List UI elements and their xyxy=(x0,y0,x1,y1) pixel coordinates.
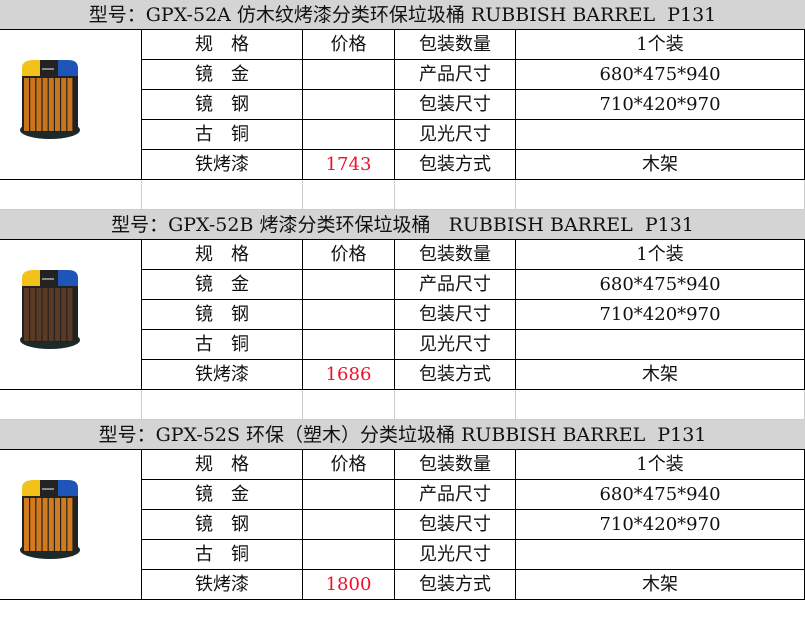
table-cell: 1743 xyxy=(303,150,395,180)
table-cell: 木架 xyxy=(516,360,805,390)
table-cell xyxy=(303,60,395,90)
table-cell: 铁烤漆 xyxy=(142,360,303,390)
product-title: 型号：GPX-52S 环保（塑木）分类垃圾桶 RUBBISH BARREL P1… xyxy=(0,420,805,450)
table-cell: 710*420*970 xyxy=(516,300,805,330)
table-cell: 铁烤漆 xyxy=(142,570,303,600)
table-cell: 见光尺寸 xyxy=(395,120,516,150)
table-cell xyxy=(303,540,395,570)
table-cell: 古 铜 xyxy=(142,120,303,150)
table-cell xyxy=(303,90,395,120)
table-cell: 680*475*940 xyxy=(516,270,805,300)
table-cell: 见光尺寸 xyxy=(395,540,516,570)
table-cell: 包装尺寸 xyxy=(395,510,516,540)
table-cell: 古 铜 xyxy=(142,540,303,570)
product-image xyxy=(0,30,142,180)
table-cell xyxy=(303,120,395,150)
table-cell: 包装方式 xyxy=(395,570,516,600)
product-section: 型号：GPX-52B 烤漆分类环保垃圾桶 RUBBISH BARREL P131… xyxy=(0,210,805,420)
empty-cell xyxy=(395,390,516,420)
table-cell xyxy=(303,270,395,300)
empty-cell xyxy=(142,390,303,420)
empty-cell xyxy=(516,180,805,210)
table-cell: 产品尺寸 xyxy=(395,60,516,90)
empty-cell xyxy=(0,180,142,210)
table-cell: 木架 xyxy=(516,570,805,600)
table-cell: 规 格 xyxy=(142,240,303,270)
table-cell: 包装数量 xyxy=(395,30,516,60)
table-cell: 包装方式 xyxy=(395,360,516,390)
product-section: 型号：GPX-52S 环保（塑木）分类垃圾桶 RUBBISH BARREL P1… xyxy=(0,420,805,630)
empty-cell xyxy=(0,390,142,420)
table-cell: 铁烤漆 xyxy=(142,150,303,180)
table-cell xyxy=(303,330,395,360)
empty-cell xyxy=(303,390,395,420)
table-cell xyxy=(303,300,395,330)
table-cell: 镜 钢 xyxy=(142,510,303,540)
table-cell: 见光尺寸 xyxy=(395,330,516,360)
table-cell xyxy=(516,120,805,150)
empty-cell xyxy=(395,180,516,210)
product-title: 型号：GPX-52A 仿木纹烤漆分类环保垃圾桶 RUBBISH BARREL P… xyxy=(0,0,805,30)
table-cell: 镜 金 xyxy=(142,60,303,90)
table-cell: 710*420*970 xyxy=(516,90,805,120)
table-cell: 木架 xyxy=(516,150,805,180)
product-image xyxy=(0,450,142,600)
empty-cell xyxy=(142,180,303,210)
table-cell: 包装数量 xyxy=(395,450,516,480)
table-cell: 包装尺寸 xyxy=(395,90,516,120)
empty-cell xyxy=(516,390,805,420)
table-cell: 规 格 xyxy=(142,30,303,60)
table-cell: 包装方式 xyxy=(395,150,516,180)
table-cell: 产品尺寸 xyxy=(395,480,516,510)
table-cell: 1个装 xyxy=(516,450,805,480)
table-cell: 规 格 xyxy=(142,450,303,480)
product-title: 型号：GPX-52B 烤漆分类环保垃圾桶 RUBBISH BARREL P131 xyxy=(0,210,805,240)
table-cell: 产品尺寸 xyxy=(395,270,516,300)
table-cell: 古 铜 xyxy=(142,330,303,360)
table-cell: 镜 钢 xyxy=(142,300,303,330)
table-cell xyxy=(303,510,395,540)
table-cell: 1686 xyxy=(303,360,395,390)
table-cell: 680*475*940 xyxy=(516,480,805,510)
table-cell: 价格 xyxy=(303,240,395,270)
table-cell: 价格 xyxy=(303,450,395,480)
table-cell: 镜 金 xyxy=(142,270,303,300)
table-cell: 1800 xyxy=(303,570,395,600)
table-cell: 710*420*970 xyxy=(516,510,805,540)
table-cell: 包装数量 xyxy=(395,240,516,270)
empty-cell xyxy=(303,180,395,210)
table-cell xyxy=(303,480,395,510)
table-cell: 镜 钢 xyxy=(142,90,303,120)
table-cell: 1个装 xyxy=(516,240,805,270)
table-cell: 包装尺寸 xyxy=(395,300,516,330)
table-cell xyxy=(516,330,805,360)
table-cell: 镜 金 xyxy=(142,480,303,510)
product-image xyxy=(0,240,142,390)
table-cell: 1个装 xyxy=(516,30,805,60)
table-cell xyxy=(516,540,805,570)
product-section: 型号：GPX-52A 仿木纹烤漆分类环保垃圾桶 RUBBISH BARREL P… xyxy=(0,0,805,210)
table-cell: 价格 xyxy=(303,30,395,60)
table-cell: 680*475*940 xyxy=(516,60,805,90)
